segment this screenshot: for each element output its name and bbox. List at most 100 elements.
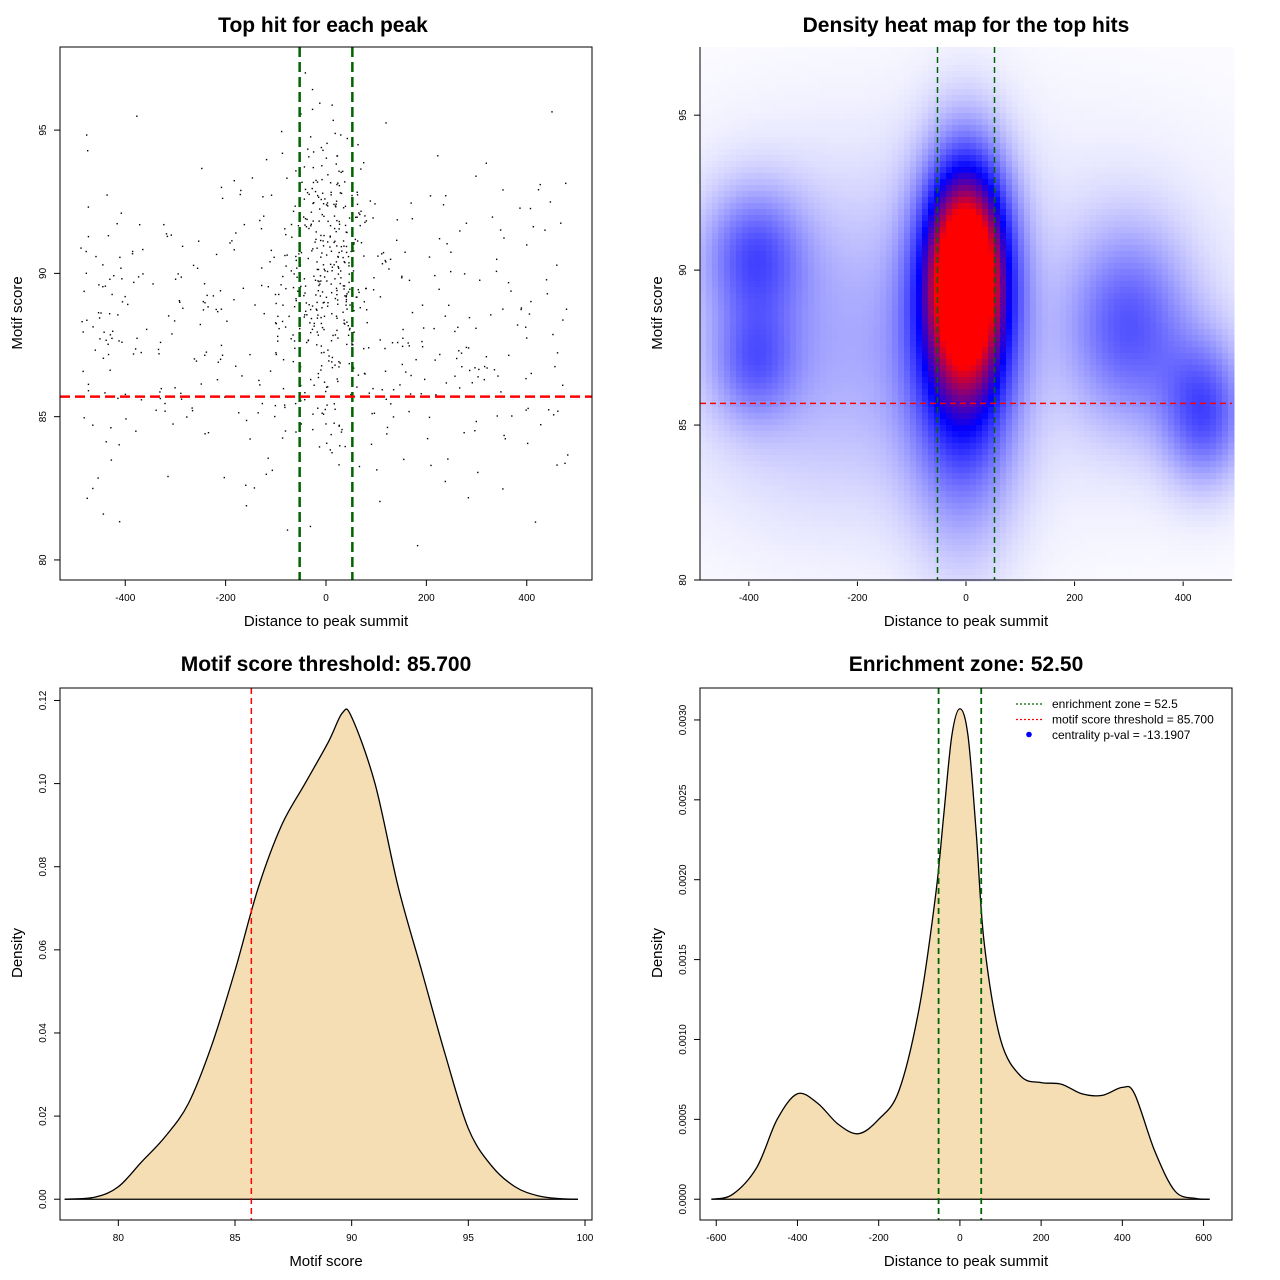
heatmap-cell xyxy=(1012,287,1019,294)
heatmap-cell xyxy=(766,245,773,252)
scatter-point xyxy=(338,228,340,230)
heatmap-cell xyxy=(964,293,971,300)
heatmap-cell xyxy=(958,89,965,96)
heatmap-cell xyxy=(712,293,719,300)
heatmap-cell xyxy=(1114,221,1121,228)
heatmap-cell xyxy=(1108,197,1115,204)
heatmap-cell xyxy=(802,287,809,294)
heatmap-cell xyxy=(892,239,899,246)
heatmap-cell xyxy=(1072,131,1079,138)
scatter-point xyxy=(529,207,532,210)
heatmap-cell xyxy=(856,263,863,270)
heatmap-cell xyxy=(988,179,995,186)
heatmap-cell xyxy=(1126,173,1133,180)
heatmap-cell xyxy=(1180,257,1187,264)
heatmap-cell xyxy=(820,251,827,258)
heatmap-cell xyxy=(1222,89,1229,96)
heatmap-cell xyxy=(1162,77,1169,84)
heatmap-cell xyxy=(1012,149,1019,156)
heatmap-cell xyxy=(1222,173,1229,180)
heatmap-cell xyxy=(1162,119,1169,126)
heatmap-cell xyxy=(1198,155,1205,162)
heatmap-cell xyxy=(1072,155,1079,162)
heatmap-cell xyxy=(1198,137,1205,144)
heatmap-cell xyxy=(1096,293,1103,300)
heatmap-cell xyxy=(736,161,743,168)
scatter-point xyxy=(321,178,323,181)
heatmap-cell xyxy=(772,125,779,132)
scatter-point xyxy=(354,216,357,219)
heatmap-cell xyxy=(904,119,911,126)
heatmap-cell xyxy=(1186,53,1193,60)
heatmap-cell xyxy=(928,71,935,78)
heatmap-cell xyxy=(730,293,737,300)
heatmap-cell xyxy=(934,131,941,138)
scatter-point xyxy=(500,391,502,393)
heatmap-cell xyxy=(730,239,737,246)
heatmap-cell xyxy=(898,323,905,330)
heatmap-cell xyxy=(1012,317,1019,324)
heatmap-cell xyxy=(760,161,767,168)
heatmap-cell xyxy=(922,251,929,258)
heatmap-cell xyxy=(892,155,899,162)
heatmap-cell xyxy=(1078,47,1085,54)
heatmap-cell xyxy=(1162,125,1169,132)
scatter-point xyxy=(390,403,392,405)
heatmap-cell xyxy=(1078,107,1085,114)
scatter-point xyxy=(316,194,319,197)
heatmap-cell xyxy=(1180,89,1187,96)
scatter-point xyxy=(86,319,88,321)
scatter-point xyxy=(177,273,179,275)
heatmap-cell xyxy=(850,185,857,192)
scatter-point xyxy=(349,288,351,290)
scatter-point xyxy=(304,314,306,316)
scatter-point xyxy=(305,226,308,228)
heatmap-cell xyxy=(772,107,779,114)
scatter-point xyxy=(457,326,459,329)
heatmap-cell xyxy=(868,245,875,252)
heatmap-cell xyxy=(880,197,887,204)
heatmap-cell xyxy=(862,263,869,270)
scatter-point xyxy=(556,264,558,266)
heatmap-cell xyxy=(796,149,803,156)
heatmap-cell xyxy=(922,245,929,252)
heatmap-cell xyxy=(1174,263,1181,270)
heatmap-cell xyxy=(1168,191,1175,198)
heatmap-cell xyxy=(844,47,851,54)
scatter-point xyxy=(345,245,348,248)
heatmap-cell xyxy=(994,209,1001,216)
heatmap-cell xyxy=(832,65,839,72)
scatter-point xyxy=(352,367,355,369)
heatmap-cell xyxy=(748,305,755,312)
heatmap-cell xyxy=(808,95,815,102)
heatmap-cell xyxy=(850,59,857,66)
heatmap-cell xyxy=(754,245,761,252)
heatmap-cell xyxy=(1012,209,1019,216)
heatmap-cell xyxy=(994,311,1001,318)
heatmap-cell xyxy=(706,173,713,180)
scatter-point xyxy=(317,376,320,379)
heatmap-cell xyxy=(874,95,881,102)
heatmap-y-tick-label: 90 xyxy=(678,264,689,276)
scatter-point xyxy=(445,382,448,384)
heatmap-cell xyxy=(868,215,875,222)
scatter-point xyxy=(351,344,353,346)
scatter-point xyxy=(321,291,324,293)
scatter-point xyxy=(526,244,528,246)
heatmap-cell xyxy=(850,281,857,288)
heatmap-cell xyxy=(1054,263,1061,270)
heatmap-cell xyxy=(1204,89,1211,96)
scatter-point xyxy=(527,407,529,410)
scatter-point xyxy=(467,496,470,499)
heatmap-cell xyxy=(1096,143,1103,150)
scatter-point xyxy=(384,347,386,350)
heatmap-cell xyxy=(1048,137,1055,144)
heatmap-cell xyxy=(754,173,761,180)
heatmap-cell xyxy=(844,197,851,204)
scatter-point xyxy=(352,270,355,272)
scatter-point xyxy=(311,250,313,252)
heatmap-cell xyxy=(964,191,971,198)
scatter-point xyxy=(358,291,360,294)
heatmap-cell xyxy=(1018,65,1025,72)
heatmap-cell xyxy=(712,47,719,54)
